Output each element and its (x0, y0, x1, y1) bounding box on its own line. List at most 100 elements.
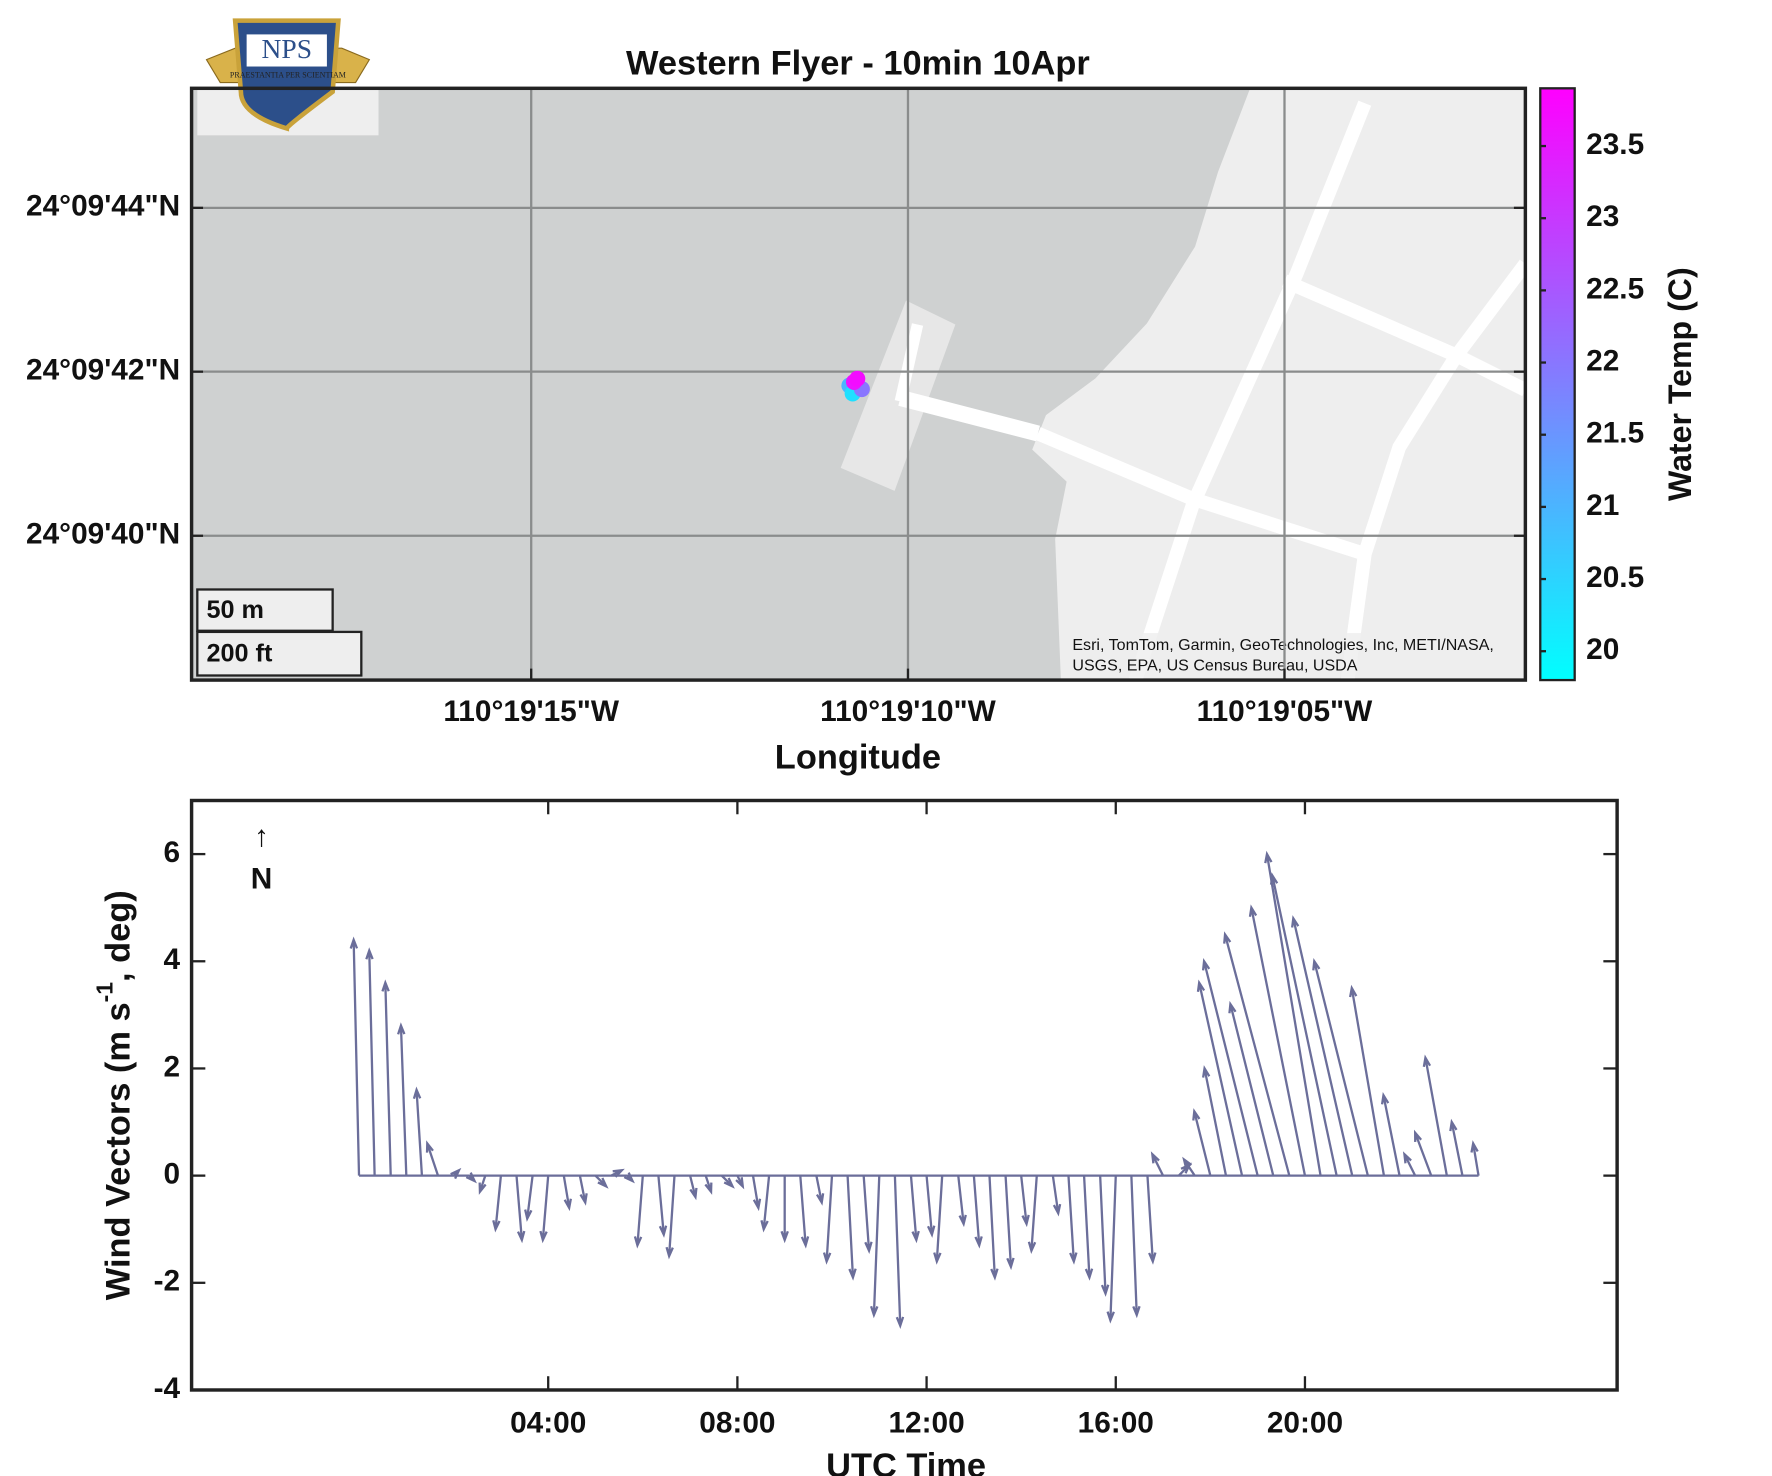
wind-vector (1470, 1140, 1480, 1176)
x-tick-label: 12:00 (888, 1406, 964, 1439)
wind-vector (909, 1175, 920, 1244)
wind-vector (780, 1175, 789, 1244)
y-tick-label: 2 (164, 1050, 181, 1083)
wind-vector (893, 1175, 905, 1330)
y-tick-label: -4 (154, 1372, 181, 1405)
wind-vector (1099, 1175, 1110, 1297)
y-tick-label: 24°09'44"N (26, 190, 180, 223)
track-point (849, 370, 866, 387)
wind-vector (846, 1175, 857, 1281)
wind-vector (349, 936, 361, 1176)
colorbar-tick-label: 23 (1586, 200, 1619, 233)
y-tick-label: -2 (154, 1265, 181, 1298)
wind-vector (1201, 958, 1259, 1176)
wind-vector (381, 979, 392, 1176)
axes-box (189, 798, 1619, 1392)
wind-vector (751, 1175, 762, 1212)
scale-bar: 50 m 200 ft (196, 588, 363, 677)
wind-vector (1422, 1054, 1448, 1176)
wind-vector (1228, 1000, 1275, 1176)
wind-vector (1248, 904, 1307, 1176)
wind-vector (933, 1175, 944, 1265)
y-axis-label: Wind Vectors (m s-1, deg) (92, 890, 138, 1300)
wind-vector (735, 1175, 745, 1190)
wind-vector (704, 1175, 713, 1195)
wind-vector (1020, 1175, 1030, 1228)
wind-vector (1380, 1091, 1401, 1176)
wind-vector (957, 1175, 967, 1228)
x-tick-label: 110°19'10"W (820, 695, 996, 728)
logo-motto: PRAESTANTIA PER SCIENTIAM (230, 71, 346, 80)
north-arrow: ↑ (254, 820, 269, 853)
scale-label: 50 m (206, 596, 263, 624)
wind-vector (492, 1175, 503, 1233)
wind-vector (815, 1175, 825, 1206)
wind-vector (1027, 1175, 1038, 1254)
wind-vector (425, 1140, 440, 1176)
colorbar-tick-label: 20.5 (1586, 561, 1644, 594)
x-tick-label: 16:00 (1078, 1406, 1154, 1439)
colorbar-tick-label: 22 (1586, 344, 1619, 377)
wind-vector (1067, 1175, 1078, 1265)
wind-vector (562, 1175, 572, 1212)
x-tick-label: 110°19'05"W (1197, 695, 1373, 728)
north-label: N (251, 863, 273, 896)
wind-vector (760, 1175, 771, 1233)
wind-vector (1449, 1118, 1464, 1176)
y-tick-label: 24°09'42"N (26, 354, 180, 387)
wind-vector (594, 1174, 609, 1189)
colorbar-label: Water Temp (C) (1662, 267, 1698, 501)
colorbar-tick-label: 22.5 (1586, 272, 1644, 305)
logo: NPS PRAESTANTIA PER SCIENTIAM (205, 18, 371, 132)
wind-vector (688, 1175, 698, 1201)
colorbar-tick-label: 20 (1586, 633, 1619, 666)
wind-vector (972, 1175, 983, 1249)
wind-vector (1264, 850, 1322, 1176)
wind-vector (578, 1175, 588, 1206)
wind-vector (1312, 958, 1369, 1176)
wind-vector (465, 1172, 477, 1184)
wind-vector (365, 947, 376, 1176)
wind-vector (1196, 979, 1244, 1176)
x-tick-label: 08:00 (699, 1406, 775, 1439)
wind-vector (478, 1175, 487, 1195)
wind-vector (870, 1175, 881, 1319)
wind-vector (1106, 1175, 1117, 1324)
wind-vector (1291, 915, 1354, 1176)
wind-vector (1202, 1065, 1228, 1176)
chart-title: Western Flyer - 10min 10Apr (626, 44, 1090, 82)
colorbar-tick-label: 23.5 (1586, 128, 1644, 161)
colorbar-tick-label: 21 (1586, 489, 1619, 522)
wind-vector (623, 1172, 635, 1184)
x-tick-label: 04:00 (510, 1406, 586, 1439)
wind-vector (1130, 1175, 1141, 1319)
wind-vector (1413, 1129, 1433, 1177)
wind-vector (633, 1175, 644, 1249)
colorbar-tick-label: 21.5 (1586, 417, 1644, 450)
wind-vector (1150, 1151, 1165, 1177)
y-label-part: , deg) (100, 890, 138, 982)
wind-vector (524, 1175, 534, 1222)
y-tick-label: 24°09'40"N (26, 518, 180, 551)
wind-vector (1402, 1151, 1417, 1177)
logo-text: NPS (262, 33, 312, 64)
wind-vector (1223, 931, 1291, 1176)
wind-vector (1349, 984, 1386, 1176)
x-tick-label: 20:00 (1267, 1406, 1343, 1439)
wind-vector (988, 1175, 999, 1281)
scale-label: 200 ft (206, 640, 272, 668)
wind-vector (862, 1175, 873, 1254)
wind-vector (925, 1175, 936, 1238)
wind-vector (610, 1168, 625, 1178)
wind-vector (1269, 872, 1338, 1176)
attribution: USGS, EPA, US Census Bureau, USDA (1072, 657, 1357, 675)
wind-vector (1082, 1175, 1094, 1281)
wind-vector (412, 1086, 424, 1176)
wind-vector (720, 1174, 735, 1189)
wind-vector (657, 1175, 668, 1238)
x-axis-label: Longitude (775, 738, 941, 776)
wind-vector (539, 1175, 550, 1244)
wind-vector (1004, 1175, 1015, 1271)
wind-vector (397, 1022, 408, 1176)
